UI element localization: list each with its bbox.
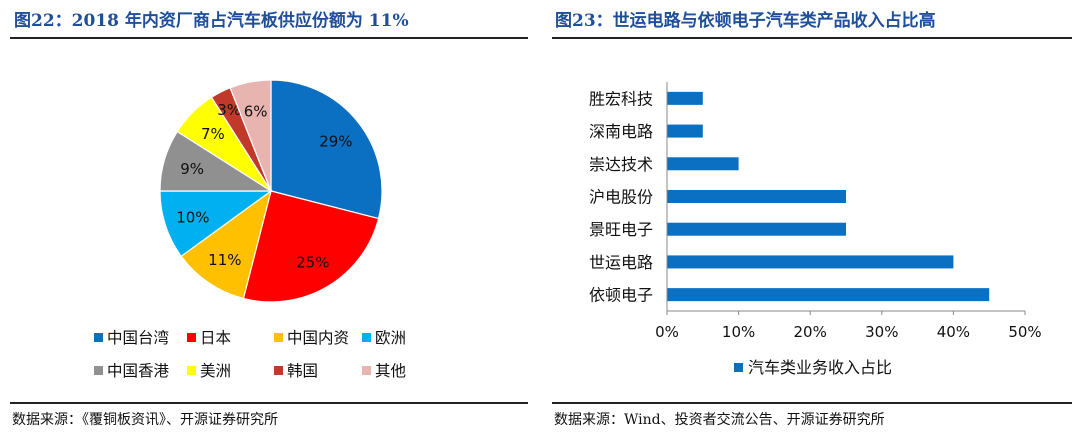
bar [667, 190, 846, 203]
legend-label: 欧洲 [375, 329, 406, 347]
pie-data-label: 10% [176, 208, 209, 226]
x-tick-label: 40% [937, 323, 970, 341]
pie-slice [229, 79, 272, 192]
pie-data-label: 6% [244, 102, 268, 120]
category-label: 深南电路 [589, 122, 653, 141]
pie-figure-title: 图22：2018 年内资厂商占汽车板供应份额为 11% [14, 11, 409, 31]
legend-swatch [187, 333, 196, 342]
bar-figure-title: 图23：世运电路与依顿电子汽车类产品收入占比高 [555, 11, 936, 31]
pie-data-label: 9% [180, 160, 204, 178]
title-rule [552, 37, 1072, 39]
legend-label: 中国台湾 [107, 329, 169, 347]
pie-data-label: 3% [217, 101, 241, 119]
x-tick-label: 0% [655, 323, 679, 341]
category-label: 沪电股份 [589, 188, 653, 207]
x-tick-label: 30% [865, 323, 898, 341]
bar [667, 288, 990, 302]
legend-swatch [362, 333, 371, 342]
source-rule [10, 402, 528, 404]
pie-source: 数据来源：《覆铜板资讯》、开源证券研究所 [12, 412, 278, 428]
legend-label: 中国内资 [287, 329, 349, 347]
legend-swatch [94, 366, 103, 375]
x-tick-label: 20% [794, 323, 827, 341]
pie-data-label: 29% [319, 133, 352, 151]
legend-swatch [274, 366, 283, 375]
bar [667, 124, 703, 138]
legend-label: 韩国 [287, 362, 318, 380]
legend-label: 美洲 [200, 362, 231, 380]
title-rule [10, 37, 528, 39]
category-label: 世运电路 [589, 253, 653, 272]
bar-source: 数据来源：Wind、投资者交流公告、开源证券研究所 [554, 412, 885, 428]
legend-swatch [734, 363, 743, 372]
bar [667, 255, 954, 269]
legend-label: 中国香港 [107, 362, 170, 380]
pie-slice [180, 189, 272, 300]
pie-data-label: 11% [208, 251, 241, 269]
source-rule [552, 402, 1072, 404]
legend-swatch [187, 366, 196, 375]
legend-label: 汽车类业务收入占比 [748, 358, 892, 377]
category-label: 崇达技术 [589, 155, 653, 174]
pie-data-label: 7% [201, 125, 225, 143]
category-label: 景旺电子 [589, 220, 653, 239]
pie-data-label: 25% [296, 254, 329, 272]
left-panel: 图22：2018 年内资厂商占汽车板供应份额为 11% 29% 25% 11% 10%… [0, 0, 530, 440]
bar [667, 222, 846, 236]
legend-label: 其他 [375, 362, 406, 380]
legend-label: 日本 [200, 329, 231, 347]
bar [667, 157, 739, 171]
bar [667, 91, 703, 105]
category-label: 依顿电子 [589, 286, 653, 305]
right-panel: 图23：世运电路与依顿电子汽车类产品收入占比高 胜宏科技深南电路崇达技术沪电股份… [550, 0, 1080, 440]
pie-slice [242, 190, 380, 303]
legend-swatch [362, 366, 371, 375]
pie-slice [270, 79, 383, 220]
legend-swatch [94, 333, 103, 342]
x-tick-label: 10% [722, 323, 755, 341]
category-label: 胜宏科技 [589, 89, 653, 108]
x-tick-label: 50% [1008, 323, 1041, 341]
legend-swatch [274, 333, 283, 342]
